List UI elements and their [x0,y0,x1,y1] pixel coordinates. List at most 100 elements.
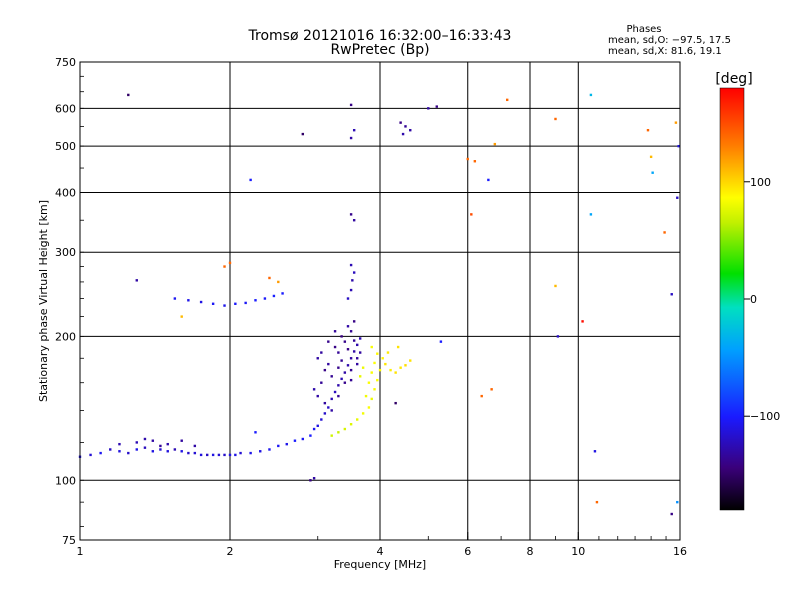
echo-point [355,362,359,366]
echo-point [351,279,354,282]
echo-point [180,450,183,453]
stats-heading: Phases [626,24,661,35]
echo-point [399,366,402,369]
grid-lines [80,62,680,540]
echo-point [173,448,177,451]
echo-point [595,500,599,504]
echo-point [301,132,305,136]
echo-point [480,394,483,398]
echo-point [343,381,347,384]
colorbar-tick-label: 0 [750,293,757,306]
echo-point [223,265,226,268]
echo-point [487,178,490,182]
echo-point [234,302,237,305]
colorbar-ticks: −100 0 100 [744,176,780,423]
echo-point [193,444,197,448]
echo-point [349,213,353,216]
echo-point [349,423,353,426]
echo-point [381,357,384,360]
x-tick-label: 6 [464,545,471,558]
echo-point [285,442,288,446]
echo-point [337,351,340,354]
echo-point [399,121,402,124]
echo-point [376,378,379,382]
echo-point [135,441,138,444]
echo-point [118,442,121,446]
echo-point [349,103,353,107]
echo-point [349,378,353,382]
echo-point [593,450,597,453]
echo-point [340,335,343,338]
echo-point [409,128,412,132]
echo-point [670,512,673,516]
echo-point [676,196,679,199]
echo-point [358,375,362,378]
echo-point [373,388,376,391]
echo-point [268,276,271,280]
echo-point [180,439,183,442]
echo-point [330,397,333,401]
echo-point [337,384,340,387]
echo-point [435,105,438,108]
echo-point [316,357,319,360]
echo-point [346,364,350,367]
echo-point [244,301,247,305]
echo-point [646,128,650,132]
echo-point [323,401,327,405]
echo-point [327,340,330,343]
echo-point [312,388,316,391]
colorbar-tick-label: −100 [750,410,780,423]
echo-point [187,451,190,455]
echo-point [376,352,379,355]
echo-point [199,300,203,304]
echo-point [674,121,678,124]
echo-point [249,178,252,182]
echo-point [223,304,226,307]
y-tick-label: 750 [55,56,76,69]
echo-point [370,371,373,374]
echo-point [439,340,443,343]
echo-point [333,330,337,333]
echo-point [320,418,323,421]
y-tick-label: 400 [55,186,76,199]
echo-point [404,125,407,128]
echo-point [228,261,232,265]
echo-point [333,390,337,394]
echo-point [211,302,215,305]
echo-point [349,288,353,292]
echo-point [309,479,312,482]
echo-point [355,357,359,360]
echo-point [151,439,155,442]
echo-point [259,450,262,453]
echo-point [370,345,373,349]
echo-point [340,377,343,381]
echo-point [180,315,183,318]
echo-point [340,359,343,362]
echo-point [234,453,237,457]
echo-point [272,294,276,298]
echo-point [670,293,673,296]
echo-point [151,450,155,453]
echo-point [249,451,252,455]
echo-point [346,348,350,351]
echo-point [337,394,340,398]
echo-point [676,500,679,504]
echo-points [78,93,680,516]
x-tick-label: 8 [527,545,534,558]
echo-point [127,451,130,455]
echo-point [320,381,323,384]
echo-point [263,297,267,300]
echo-point [349,263,353,267]
echo-point [361,366,365,369]
echo-point [367,406,371,409]
echo-point [427,107,430,110]
echo-point [386,351,390,354]
echo-point [349,368,353,372]
echo-point [281,292,284,295]
y-tick-label: 75 [62,534,76,547]
y-axis-label: Stationary phase Virtual Height [km] [37,200,50,402]
echo-point [277,444,280,448]
x-tick-label: 4 [377,545,384,558]
echo-point [473,160,477,163]
